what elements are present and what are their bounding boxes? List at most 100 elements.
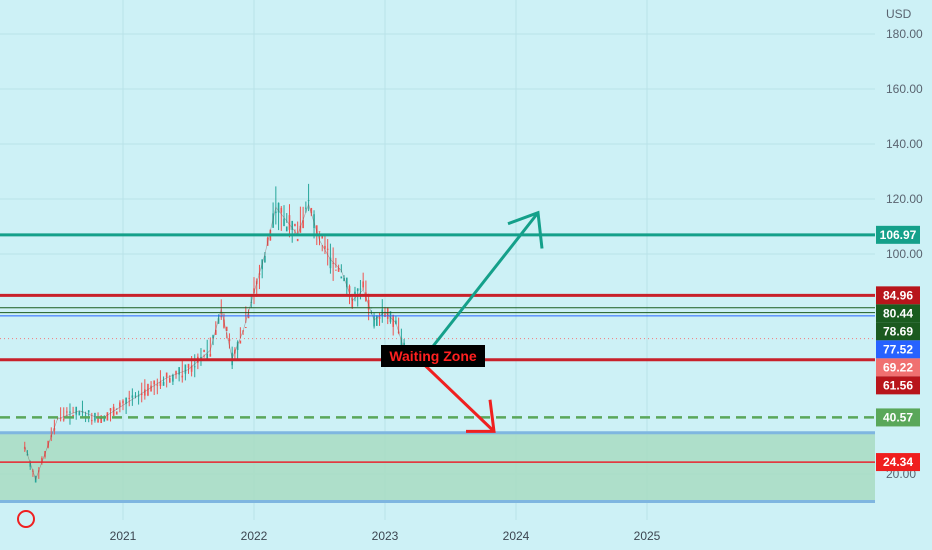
waiting-zone-box[interactable]: [381, 345, 485, 367]
price-tag-69.22: [876, 358, 920, 377]
candle-body: [217, 318, 220, 324]
candle-body: [236, 342, 239, 350]
candle-body: [340, 276, 343, 279]
candle-body: [212, 335, 214, 339]
candle-body: [329, 257, 332, 269]
candle-body: [275, 211, 277, 214]
candle-body: [321, 235, 324, 239]
candle-body: [172, 374, 174, 382]
candle-body: [280, 207, 283, 213]
candle-body: [69, 411, 71, 413]
candle-body: [378, 317, 381, 319]
candle-body: [165, 372, 168, 378]
candle-body: [291, 220, 294, 231]
candle-body: [318, 231, 321, 233]
candle-body: [23, 447, 26, 449]
candle-body: [203, 349, 205, 353]
candle-body: [137, 395, 140, 397]
price-tag-text: 24.34: [883, 455, 913, 469]
date-tick-label: 2024: [503, 529, 530, 543]
candle-body: [326, 248, 329, 250]
tradingview-logo-icon: [17, 510, 35, 528]
candle-body: [181, 375, 184, 378]
candle-body: [384, 313, 386, 317]
candle-body: [62, 419, 65, 421]
candle-body: [272, 213, 274, 228]
candle-body: [115, 411, 118, 415]
price-tag-text: 69.22: [883, 360, 913, 374]
candle-body: [140, 393, 143, 396]
support-zone-fill: [0, 432, 875, 502]
candle-body: [119, 402, 121, 407]
candle-body: [134, 395, 137, 397]
price-tag-61.56: [876, 376, 920, 395]
candle-body: [106, 412, 109, 421]
price-tag-text: 77.52: [883, 342, 913, 356]
candle-body: [159, 381, 162, 387]
candle-body: [310, 207, 313, 214]
candle-body: [100, 415, 102, 423]
candle-body: [109, 408, 112, 411]
candle-body: [245, 327, 247, 329]
price-tick-label: 180.00: [886, 27, 923, 41]
candle-body: [307, 200, 310, 202]
candle-body: [277, 202, 280, 213]
candle-body: [223, 319, 225, 328]
date-tick-label: 2023: [372, 529, 399, 543]
candle-body: [239, 340, 242, 344]
date-tick-label: 2022: [241, 529, 268, 543]
candle-body: [187, 363, 190, 368]
candle-body: [225, 326, 228, 332]
candle-body: [351, 298, 354, 308]
candle-body: [345, 277, 348, 288]
candle-body: [332, 262, 334, 264]
candle-body: [75, 406, 78, 415]
candle-body: [81, 410, 84, 413]
candle-body: [190, 365, 193, 372]
price-tag-77.52: [876, 340, 920, 359]
candle-body: [178, 367, 180, 375]
date-tick-label: 2025: [634, 529, 661, 543]
candle-body: [153, 380, 155, 385]
candle-body: [209, 353, 212, 357]
candle-body: [247, 314, 250, 319]
candle-body: [214, 329, 217, 335]
candle-body: [220, 315, 223, 318]
support-zone: [0, 431, 875, 503]
candle-body: [392, 314, 394, 327]
date-tick-label: 2021: [110, 529, 137, 543]
price-tag-24.34: [876, 453, 920, 472]
candle-body: [389, 311, 392, 322]
candle-body: [343, 277, 345, 282]
candle-body: [302, 220, 304, 229]
candle-body: [315, 225, 318, 235]
candle-body: [324, 245, 326, 249]
candle-body: [206, 353, 209, 359]
price-tag-text: 106.97: [880, 228, 917, 242]
candle-body: [41, 457, 43, 463]
price-tick-label: 100.00: [886, 247, 923, 261]
candle-body: [144, 389, 146, 396]
candle-body: [59, 417, 62, 419]
annotation-group[interactable]: Waiting Zone: [381, 345, 485, 367]
bullish-arrow-head: [507, 210, 544, 249]
price-tag-text: 80.44: [883, 306, 913, 320]
candle-body: [395, 320, 397, 324]
candle-body: [87, 410, 90, 413]
candle-body: [362, 281, 364, 288]
bullish-arrow-shaft: [430, 211, 540, 349]
candle-body: [400, 337, 403, 347]
bearish-arrow-head: [466, 399, 496, 433]
waiting-zone-label: Waiting Zone: [389, 348, 477, 364]
time-axis[interactable]: 2021 2022 2023 2024 2025: [0, 520, 932, 550]
bearish-arrow-shaft: [423, 364, 496, 433]
candle-body: [313, 214, 315, 229]
projection-arrows: [423, 210, 544, 433]
candle-body: [131, 395, 134, 398]
candle-body: [359, 288, 362, 290]
candle-body: [128, 397, 131, 399]
candle-body: [156, 384, 159, 386]
price-tick-label: 120.00: [886, 192, 923, 206]
